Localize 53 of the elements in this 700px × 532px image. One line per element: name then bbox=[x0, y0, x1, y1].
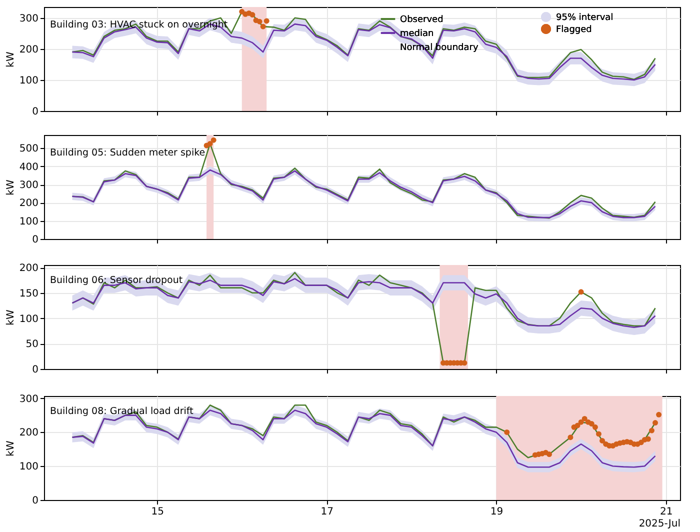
x-tick-label: 15 bbox=[151, 506, 164, 518]
point bbox=[260, 24, 266, 30]
y-tick-label: 300 bbox=[19, 394, 38, 405]
text: Building 05: Sudden meter spike bbox=[50, 148, 206, 158]
y-tick-label: 200 bbox=[19, 198, 38, 210]
point bbox=[504, 430, 510, 435]
point bbox=[596, 431, 602, 437]
point bbox=[582, 416, 588, 422]
y-tick-label: 0 bbox=[32, 364, 38, 376]
y-tick-label: 0 bbox=[32, 496, 38, 506]
text: Building 06: Sensor dropout bbox=[50, 275, 183, 286]
y-tick-label: 100 bbox=[19, 75, 38, 86]
y-tick-label: 200 bbox=[19, 263, 38, 274]
legend-label: median bbox=[400, 29, 434, 39]
y-axis-title: kW bbox=[5, 52, 16, 68]
legend-label: 95% interval bbox=[556, 13, 614, 23]
point bbox=[600, 438, 606, 444]
point bbox=[645, 436, 651, 442]
y-tick-label: 200 bbox=[19, 44, 38, 56]
x-tick-label: 17 bbox=[320, 506, 334, 518]
y-tick-label: 150 bbox=[19, 288, 38, 300]
point bbox=[656, 412, 662, 418]
legend-label: Flagged bbox=[556, 25, 592, 35]
y-tick-label: 300 bbox=[19, 13, 38, 24]
y-tick-label: 200 bbox=[19, 428, 38, 439]
y-tick-label: 100 bbox=[19, 216, 38, 228]
y-tick-label: 0 bbox=[32, 106, 38, 118]
point bbox=[588, 421, 594, 427]
y-tick-label: 500 bbox=[19, 144, 38, 155]
y-tick-label: 0 bbox=[32, 234, 38, 246]
y-tick-label: 100 bbox=[19, 314, 38, 325]
point bbox=[578, 419, 584, 425]
y-tick-label: 400 bbox=[19, 162, 38, 173]
point bbox=[648, 428, 654, 434]
text: Building 08: Gradual load drift bbox=[50, 406, 194, 417]
x-tick-label: 21 bbox=[660, 506, 673, 518]
y-axis-title: kW bbox=[5, 440, 16, 456]
point bbox=[256, 18, 262, 24]
y-tick-label: 50 bbox=[26, 339, 38, 350]
point bbox=[546, 452, 552, 457]
legend-label: Observed bbox=[400, 15, 444, 25]
y-tick-label: 300 bbox=[19, 180, 38, 192]
y-tick-label: 100 bbox=[19, 462, 38, 473]
x-tick-label: 19 bbox=[490, 506, 504, 518]
point bbox=[250, 12, 256, 18]
point bbox=[592, 424, 598, 430]
x-axis-title: 2025-Jul bbox=[638, 518, 680, 530]
y-axis-title: kW bbox=[5, 180, 16, 196]
point bbox=[652, 420, 658, 426]
point bbox=[264, 18, 270, 24]
point bbox=[574, 422, 580, 428]
point bbox=[568, 434, 574, 440]
y-axis-title: kW bbox=[5, 310, 16, 326]
